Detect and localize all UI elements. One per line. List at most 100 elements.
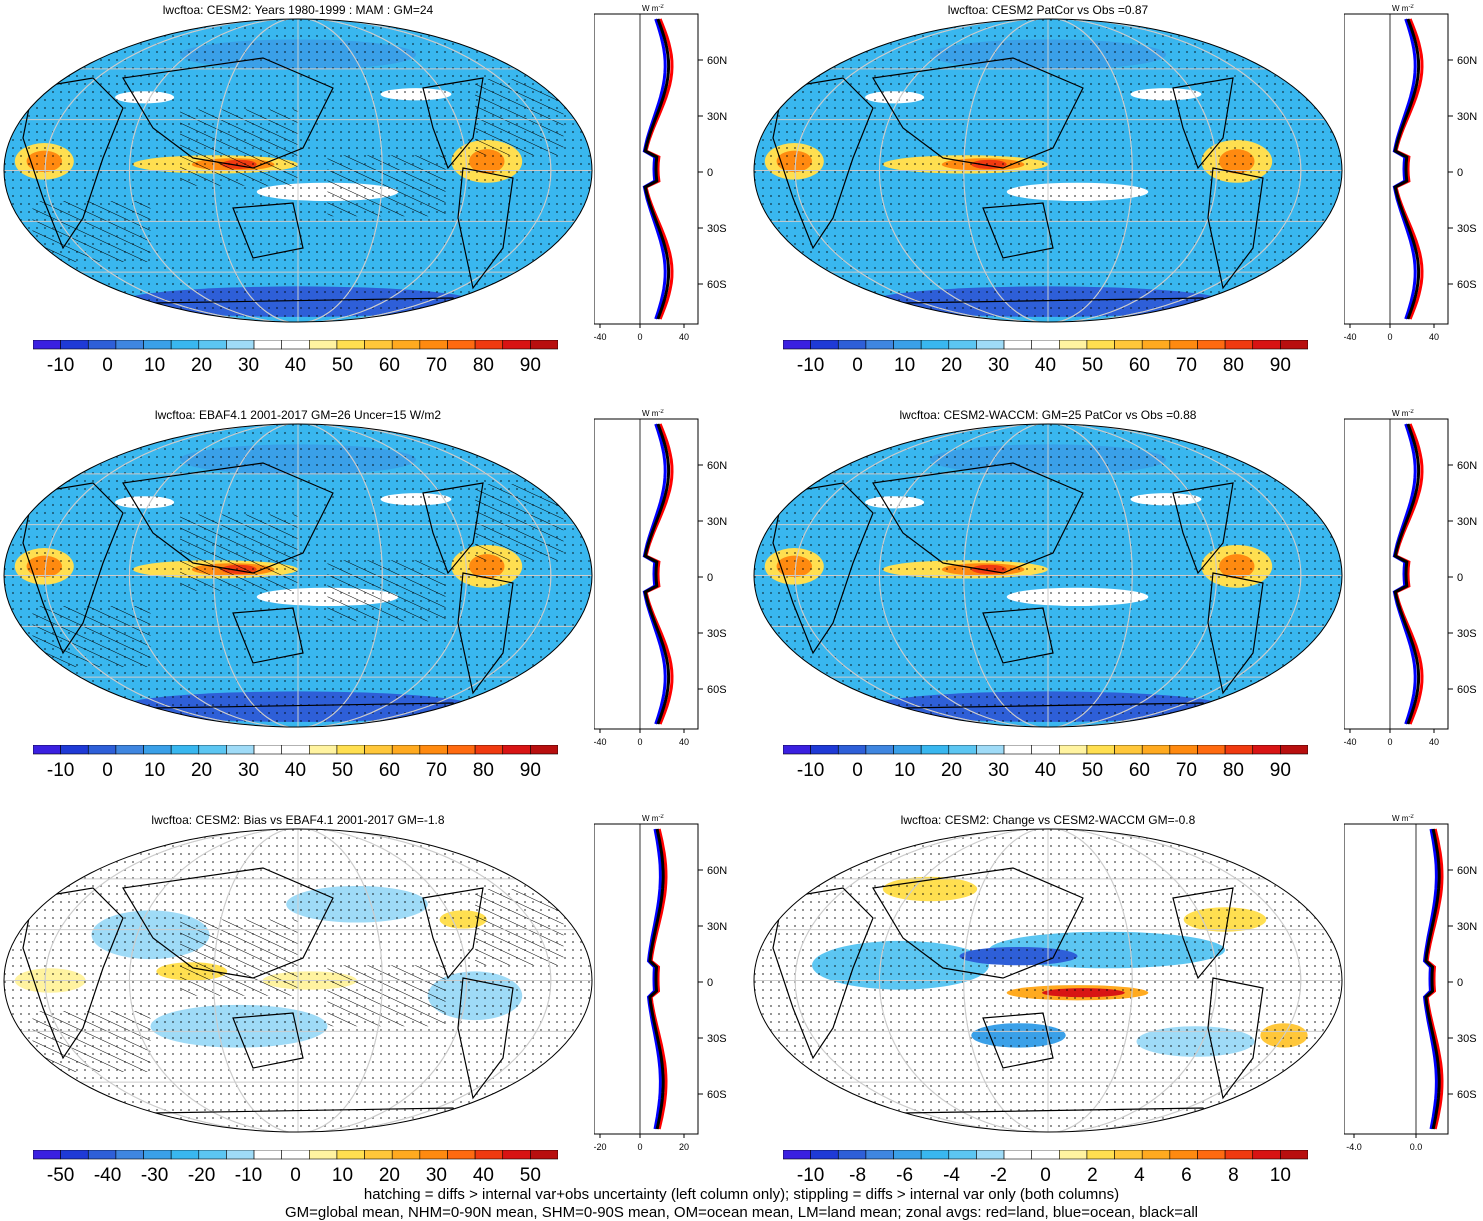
colorbar-swatch (336, 340, 365, 350)
lat-tick-label: 30S (1457, 1033, 1477, 1045)
coastline (872, 867, 1084, 979)
coastline (22, 887, 124, 1060)
colorbar-swatch (530, 745, 558, 755)
colorbar-tick-label: 8 (1228, 1165, 1239, 1186)
lat-tick-label: 60N (1457, 55, 1477, 67)
zonal-x-tick-label: -20 (594, 1142, 607, 1152)
zonal-average-plot: W m-2 60N 30N 0 30S 60S -40 0 40 (594, 4, 727, 342)
lat-tick-label: 0 (1457, 977, 1463, 989)
colorbar-swatch (1252, 745, 1281, 755)
colorbar-tick-label: 40 (1034, 760, 1057, 781)
map-title: lwcftoa: CESM2 PatCor vs Obs =0.87 (947, 3, 1149, 17)
robinson-map (753, 423, 1343, 728)
coastline (982, 1012, 1054, 1069)
colorbar-swatch (309, 1150, 338, 1160)
colorbar-swatch (87, 340, 117, 350)
colorbar-tick-label: 40 (1034, 355, 1057, 376)
zonal-x-tick-label: -40 (594, 332, 607, 342)
colorbar-tick-label: 20 (378, 1165, 401, 1186)
colorbar-swatch (948, 340, 977, 350)
colorbar-swatch (447, 340, 476, 350)
colorbar-swatch (226, 745, 255, 755)
colorbar-swatch (1169, 340, 1198, 350)
colorbar (33, 745, 558, 755)
lat-tick-label: 60N (707, 55, 727, 67)
colorbar-swatch (1114, 340, 1143, 350)
colorbar-swatch (87, 1150, 117, 1160)
coastline (982, 607, 1054, 664)
lat-tick-label: 60S (707, 1089, 727, 1101)
coastline (232, 202, 304, 259)
zonal-x-tick-label: 20 (679, 1142, 689, 1152)
lat-tick-label: 0 (707, 572, 713, 584)
colorbar-swatch (33, 1150, 61, 1160)
coastline (1207, 977, 1264, 1100)
lat-tick-label: 30S (707, 223, 727, 235)
hatching (327, 155, 446, 217)
colorbar-swatch (783, 745, 811, 755)
robinson-map (753, 828, 1343, 1133)
colorbar (783, 340, 1308, 350)
zonal-x-tick-label: -40 (1344, 332, 1357, 342)
zonal-unit: W m-2 (1392, 409, 1414, 418)
colorbar-swatch (33, 340, 61, 350)
colorbar-tick-label: -10 (234, 1165, 263, 1186)
colorbar-swatch (170, 745, 200, 755)
colorbar-tick-label: -10 (46, 355, 75, 376)
footer-line-1: hatching = diffs > internal var+obs unce… (363, 1186, 1120, 1203)
colorbar-tick-label: -50 (46, 1165, 75, 1186)
colorbar-swatch (143, 340, 172, 350)
colorbar-tick-label: 90 (519, 760, 541, 781)
zonal-frame (594, 13, 699, 325)
colorbar-swatch (198, 1150, 227, 1160)
colorbar-swatch (198, 745, 227, 755)
colorbar-swatch (364, 745, 393, 755)
colorbar-swatch (143, 1150, 172, 1160)
lat-tick-label: 30N (707, 111, 727, 123)
colorbar-swatch (1031, 745, 1060, 755)
colorbar-swatch (115, 1150, 144, 1160)
robinson-map (753, 18, 1343, 323)
panel-cesm2-waccm: lwcftoa: CESM2-WACCM: GM=25 PatCor vs Ob… (750, 405, 1483, 805)
zonal-curve-ocean (1392, 18, 1417, 320)
zonal-frame (1344, 13, 1449, 325)
colorbar-tick-label: -2 (990, 1165, 1007, 1186)
colorbar-swatch (810, 1150, 839, 1160)
zonal-x-tick-label: 0.0 (1410, 1142, 1423, 1152)
map-title: lwcftoa: CESM2: Years 1980-1999 : MAM : … (162, 3, 434, 17)
colorbar-swatch (920, 745, 950, 755)
colorbar-swatch (447, 1150, 476, 1160)
colorbar-tick-label: 50 (519, 1165, 541, 1186)
lat-tick-label: 30S (707, 1033, 727, 1045)
zonal-x-tick-label: 0 (637, 737, 642, 747)
zonal-frame (594, 418, 699, 730)
hatching (327, 965, 446, 1027)
colorbar-swatch (948, 745, 977, 755)
colorbar-tick-label: 70 (425, 760, 447, 781)
coastline (457, 167, 514, 290)
colorbar-tick-label: 40 (284, 760, 307, 781)
colorbar-tick-label: 80 (1222, 760, 1244, 781)
lat-tick-label: 30S (1457, 628, 1477, 640)
colorbar-tick-label: 4 (1134, 1165, 1145, 1186)
lat-tick-label: 30N (707, 516, 727, 528)
colorbar-swatch (530, 340, 558, 350)
colorbar-swatch (1114, 745, 1143, 755)
lat-tick-label: 60N (707, 460, 727, 472)
zonal-curve-ocean (1392, 423, 1417, 725)
colorbar-tick-label: 40 (472, 1165, 494, 1186)
coastline (772, 77, 874, 250)
colorbar-swatch (115, 340, 144, 350)
colorbar (33, 340, 558, 350)
zonal-x-tick-label: -40 (594, 737, 607, 747)
zonal-x-tick-label: -40 (1344, 737, 1357, 747)
hatching (180, 109, 298, 186)
panel-cesm2-mam: lwcftoa: CESM2: Years 1980-1999 : MAM : … (0, 0, 727, 400)
colorbar-swatch (336, 1150, 365, 1160)
colorbar-swatch (226, 340, 255, 350)
coastline (122, 867, 334, 979)
zonal-average-plot: W m-2 60N 30N 0 30S 60S -4.0 0.0 (1344, 814, 1477, 1152)
colorbar-swatch (60, 1150, 89, 1160)
zonal-curve-ocean (642, 423, 667, 725)
colorbar-tick-label: 10 (144, 355, 166, 376)
